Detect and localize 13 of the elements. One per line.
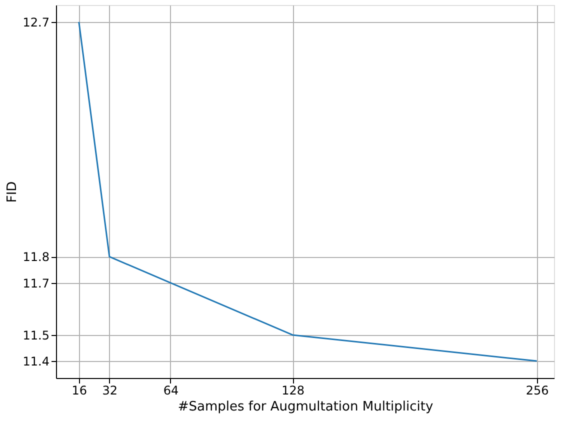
y-tick-label: 12.7 <box>22 15 50 30</box>
line-series <box>78 21 538 362</box>
x-tick-label: 32 <box>102 384 118 398</box>
y-axis-title: FID <box>4 181 20 203</box>
y-tick-label: 11.7 <box>22 276 50 290</box>
x-tick-label: 64 <box>163 384 179 398</box>
x-tick-label: 256 <box>526 384 549 398</box>
y-tick-label: 11.5 <box>22 328 50 342</box>
y-tick-label: 11.4 <box>22 354 50 369</box>
x-axis-title: #Samples for Augmultation Multiplicity <box>178 400 434 414</box>
x-tick-label: 16 <box>72 384 88 398</box>
x-tick-label: 128 <box>282 384 305 398</box>
y-tick-label: 11.8 <box>22 250 50 264</box>
